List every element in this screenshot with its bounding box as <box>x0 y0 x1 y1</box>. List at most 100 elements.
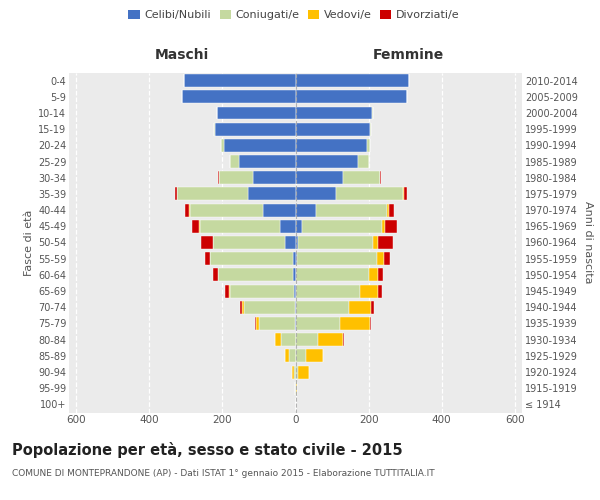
Bar <box>215 122 296 136</box>
Bar <box>306 350 323 362</box>
Bar <box>296 236 298 249</box>
Bar <box>298 366 308 378</box>
Bar <box>244 301 295 314</box>
Bar <box>379 284 382 298</box>
Bar <box>201 236 213 249</box>
Bar <box>335 188 403 200</box>
Bar <box>293 268 296 281</box>
Bar <box>297 252 377 265</box>
Bar <box>296 252 297 265</box>
Y-axis label: Anni di nascita: Anni di nascita <box>583 201 593 283</box>
Bar <box>295 301 296 314</box>
Bar <box>377 252 384 265</box>
Bar <box>292 366 294 378</box>
Bar <box>221 139 224 152</box>
Bar <box>302 220 382 233</box>
Bar <box>214 236 284 249</box>
Bar <box>224 139 296 152</box>
Bar <box>190 204 263 216</box>
Bar <box>296 301 349 314</box>
Bar <box>209 252 211 265</box>
Bar <box>185 204 189 216</box>
Bar <box>281 333 296 346</box>
Bar <box>225 284 229 298</box>
Bar <box>219 172 253 184</box>
Bar <box>343 172 380 184</box>
Bar <box>358 155 368 168</box>
Bar <box>263 204 296 216</box>
Bar <box>239 155 296 168</box>
Bar <box>184 74 296 87</box>
Bar <box>296 268 369 281</box>
Bar <box>259 317 295 330</box>
Bar <box>382 220 385 233</box>
Text: Femmine: Femmine <box>373 48 445 62</box>
Bar <box>385 220 397 233</box>
Bar <box>296 284 360 298</box>
Bar <box>370 317 371 330</box>
Bar <box>296 333 318 346</box>
Bar <box>296 204 316 216</box>
Bar <box>371 301 374 314</box>
Bar <box>242 301 244 314</box>
Text: COMUNE DI MONTEPRANDONE (AP) - Dati ISTAT 1° gennaio 2015 - Elaborazione TUTTITA: COMUNE DI MONTEPRANDONE (AP) - Dati ISTA… <box>12 469 434 478</box>
Bar <box>296 155 358 168</box>
Bar <box>404 188 407 200</box>
Bar <box>370 122 371 136</box>
Bar <box>367 139 370 152</box>
Bar <box>218 172 219 184</box>
Text: Popolazione per età, sesso e stato civile - 2015: Popolazione per età, sesso e stato civil… <box>12 442 403 458</box>
Bar <box>389 204 394 216</box>
Bar <box>293 252 296 265</box>
Y-axis label: Fasce di età: Fasce di età <box>23 210 34 276</box>
Bar <box>200 220 280 233</box>
Bar <box>285 350 289 362</box>
Bar <box>296 188 335 200</box>
Bar <box>289 350 296 362</box>
Bar <box>296 106 372 120</box>
Bar <box>296 122 370 136</box>
Bar <box>248 188 296 200</box>
Bar <box>217 106 296 120</box>
Bar <box>295 284 296 298</box>
Bar <box>369 268 379 281</box>
Bar <box>230 284 295 298</box>
Bar <box>340 317 370 330</box>
Bar <box>294 366 296 378</box>
Bar <box>230 155 239 168</box>
Bar <box>296 366 298 378</box>
Bar <box>296 90 407 104</box>
Bar <box>360 284 379 298</box>
Bar <box>253 172 296 184</box>
Bar <box>403 188 404 200</box>
Bar <box>377 236 393 249</box>
Bar <box>296 74 409 87</box>
Bar <box>218 268 293 281</box>
Bar <box>256 317 259 330</box>
Bar <box>275 333 281 346</box>
Bar <box>296 172 343 184</box>
Legend: Celibi/Nubili, Coniugati/e, Vedovi/e, Divorziati/e: Celibi/Nubili, Coniugati/e, Vedovi/e, Di… <box>124 6 464 25</box>
Bar <box>349 301 371 314</box>
Bar <box>214 122 215 136</box>
Bar <box>296 139 367 152</box>
Bar <box>214 268 218 281</box>
Bar <box>379 268 383 281</box>
Bar <box>373 236 377 249</box>
Bar <box>296 220 302 233</box>
Text: Maschi: Maschi <box>155 48 209 62</box>
Bar <box>192 220 199 233</box>
Bar <box>387 204 389 216</box>
Bar <box>211 252 293 265</box>
Bar <box>298 236 373 249</box>
Bar <box>316 204 387 216</box>
Bar <box>182 90 296 104</box>
Bar <box>280 220 296 233</box>
Bar <box>384 252 391 265</box>
Bar <box>205 252 209 265</box>
Bar <box>177 188 248 200</box>
Bar <box>240 301 242 314</box>
Bar <box>296 317 340 330</box>
Bar <box>296 350 306 362</box>
Bar <box>318 333 343 346</box>
